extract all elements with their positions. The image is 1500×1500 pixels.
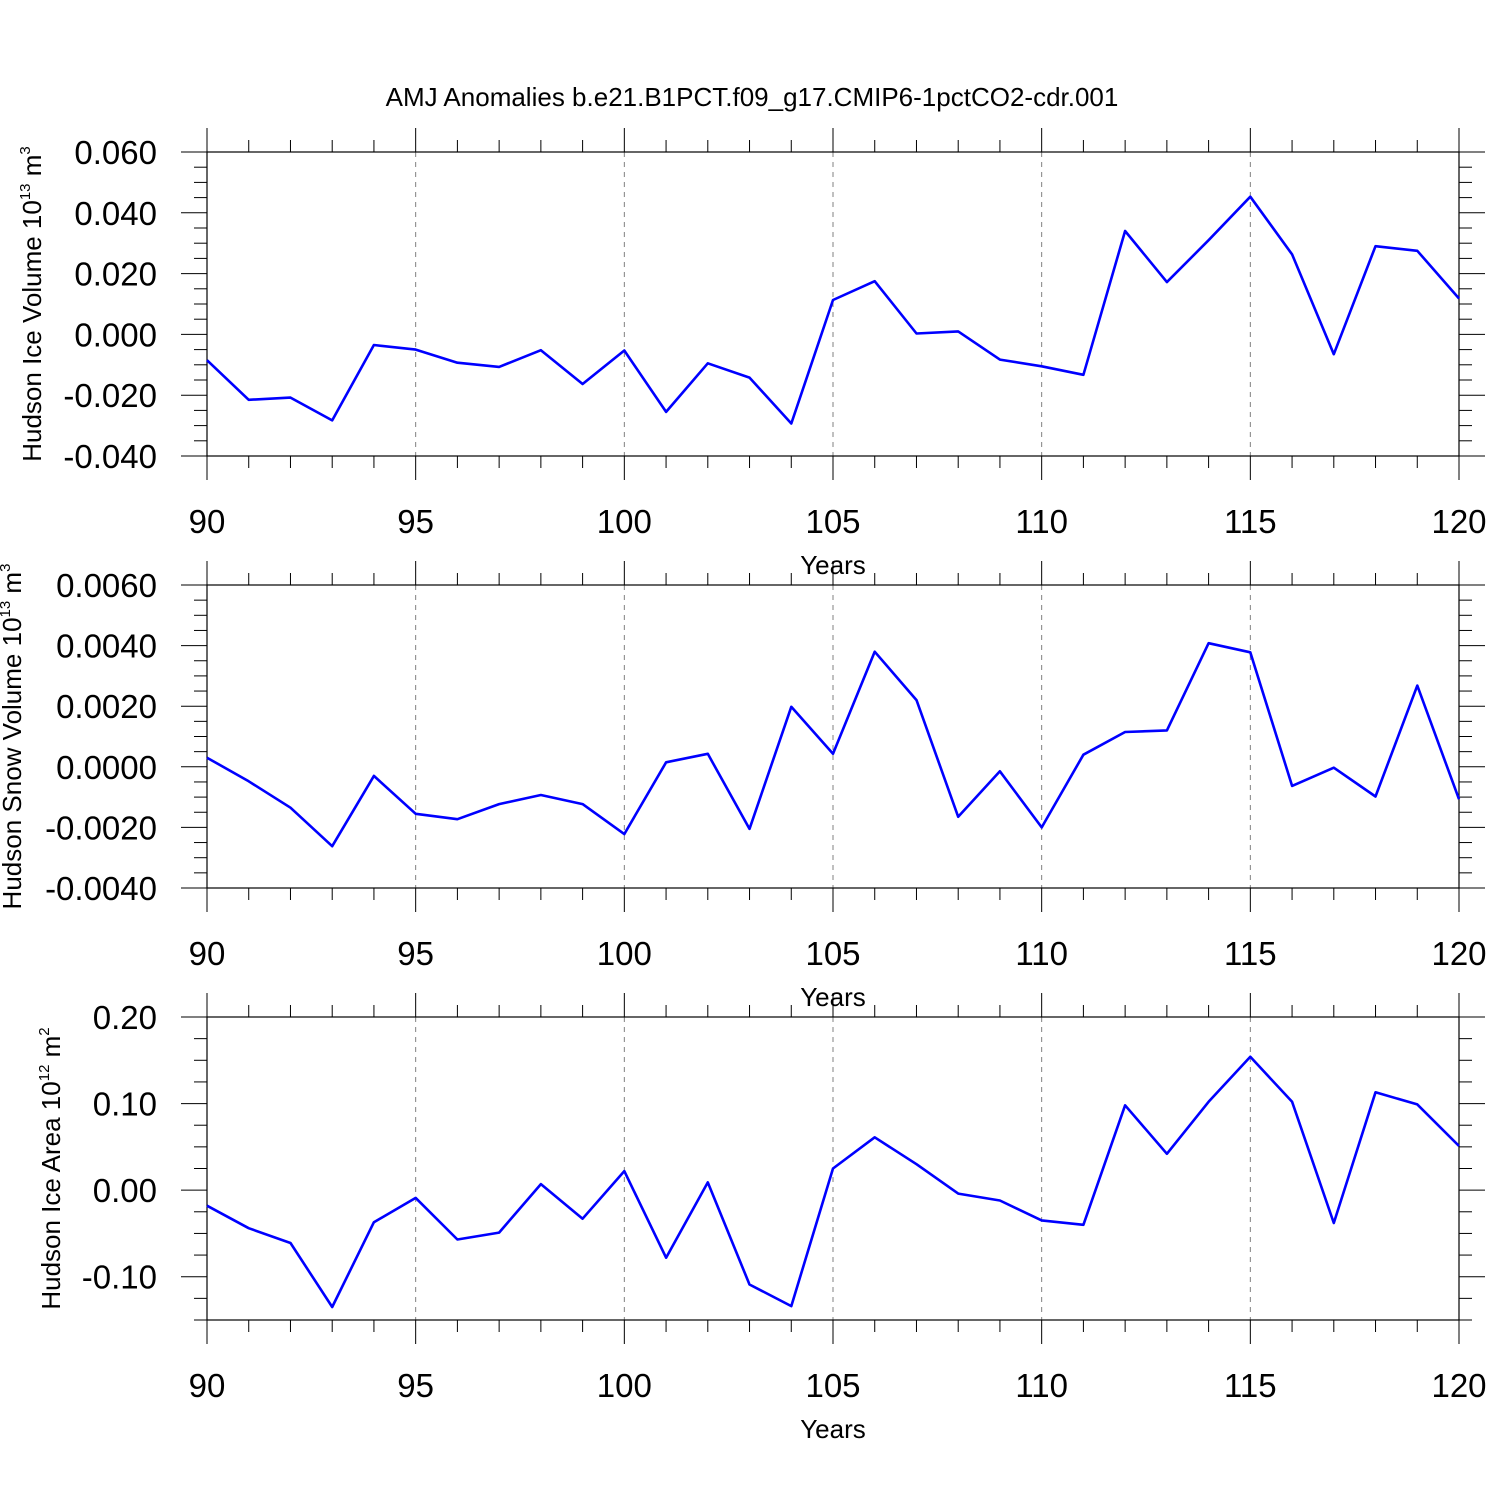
x-tick-label: 100 xyxy=(597,1367,652,1404)
y-tick-label: -0.020 xyxy=(63,377,157,414)
x-tick-label: 115 xyxy=(1224,1367,1277,1404)
y-tick-label: 0.040 xyxy=(74,195,157,232)
x-tick-label: 100 xyxy=(597,935,652,972)
x-tick-label: 115 xyxy=(1224,935,1277,972)
series-line xyxy=(206,195,1460,425)
y-tick-label: 0.0040 xyxy=(56,628,157,665)
x-tick-label: 115 xyxy=(1224,503,1277,540)
x-tick-label: 110 xyxy=(1015,935,1068,972)
x-tick-label: 100 xyxy=(597,503,652,540)
x-tick-label: 105 xyxy=(805,935,860,972)
y-tick-label: 0.020 xyxy=(74,256,157,293)
y-axis-label: Hudson Ice Volume 1013 m3 xyxy=(17,146,47,462)
y-tick-label: 0.0000 xyxy=(56,749,157,786)
panel-3: -0.10 0.00 0.10 0.20 90 95 100 105 110 115 120 Year… xyxy=(36,993,1487,1444)
x-tick-label: 110 xyxy=(1015,503,1068,540)
x-tick-label: 90 xyxy=(189,503,226,540)
x-tick-label: 95 xyxy=(397,1367,434,1404)
x-tick-label: 95 xyxy=(397,935,434,972)
panel-1: -0.040 -0.020 0.000 0.020 0.040 0.060 90 95 100 1… xyxy=(17,128,1487,580)
x-tick-label: 120 xyxy=(1431,503,1486,540)
y-tick-label: -0.10 xyxy=(82,1259,157,1296)
x-axis-label: Years xyxy=(800,1414,866,1444)
y-tick-label: -0.040 xyxy=(63,438,157,475)
y-tick-label: 0.060 xyxy=(74,134,157,171)
y-tick-label: 0.00 xyxy=(93,1172,157,1209)
x-tick-label: 120 xyxy=(1431,1367,1486,1404)
x-tick-label: 95 xyxy=(397,503,434,540)
panel-2: -0.0040 -0.0020 0.0000 0.0020 0.0040 0.0060 90… xyxy=(0,561,1487,1012)
y-tick-label: 0.0020 xyxy=(56,688,157,725)
x-tick-label: 90 xyxy=(189,1367,226,1404)
y-axis-label: Hudson Snow Volume 1013 m3 xyxy=(0,564,27,910)
x-tick-label: 110 xyxy=(1015,1367,1068,1404)
y-tick-label: 0.10 xyxy=(93,1086,157,1123)
series-line xyxy=(206,641,1461,848)
y-tick-label: 0.0060 xyxy=(56,567,157,604)
y-tick-label: -0.0020 xyxy=(45,809,157,846)
x-tick-label: 90 xyxy=(189,935,226,972)
y-tick-label: 0.20 xyxy=(93,999,157,1036)
y-tick-label: -0.0040 xyxy=(45,870,157,907)
chart-title: AMJ Anomalies b.e21.B1PCT.f09_g17.CMIP6-… xyxy=(386,82,1119,112)
y-axis-label: Hudson Ice Area 1012 m2 xyxy=(36,1027,66,1309)
x-tick-label: 105 xyxy=(805,503,860,540)
x-tick-label: 105 xyxy=(805,1367,860,1404)
y-tick-label: 0.000 xyxy=(74,316,157,353)
x-tick-label: 120 xyxy=(1431,935,1486,972)
